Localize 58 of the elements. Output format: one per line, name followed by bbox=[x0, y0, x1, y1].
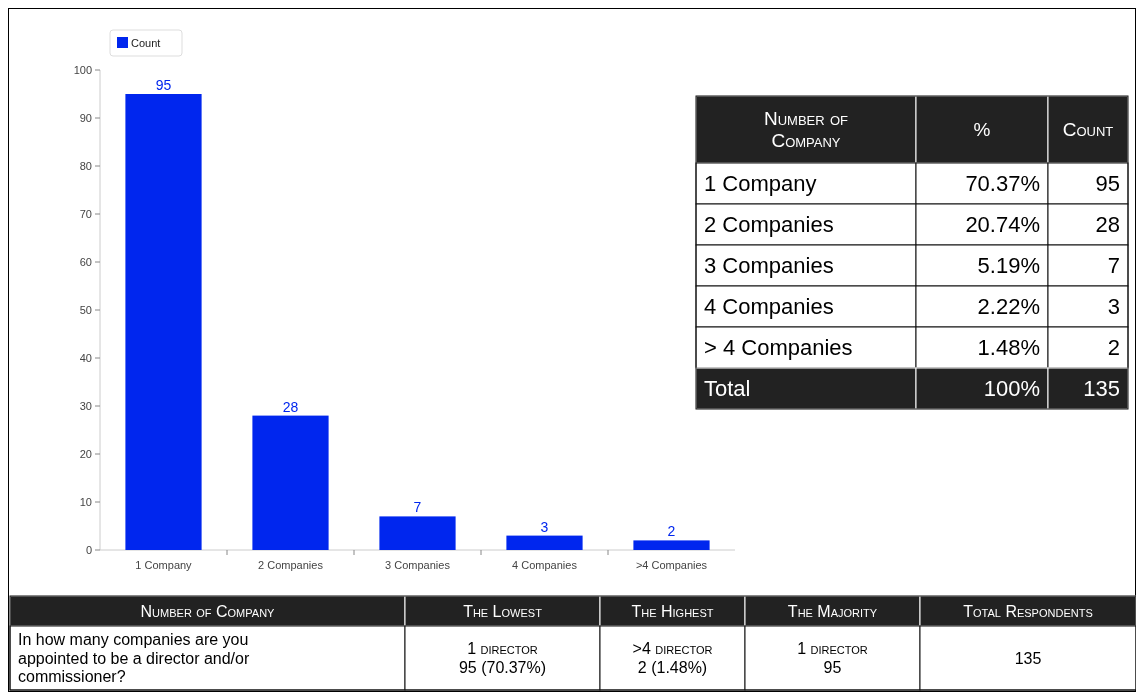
data-label: 7 bbox=[413, 499, 422, 516]
bar bbox=[252, 415, 329, 550]
text: 7 bbox=[1107, 253, 1120, 279]
text: The Highest bbox=[631, 602, 714, 620]
text: 2 bbox=[1107, 335, 1120, 361]
text: Number of Company bbox=[764, 108, 849, 152]
annotation: Total bbox=[704, 376, 751, 402]
x-tick-label: 2 Companies bbox=[258, 559, 324, 571]
data-label: 95 bbox=[155, 77, 172, 93]
annotation: 1 Company bbox=[704, 171, 817, 197]
annotation: 2 Companies bbox=[704, 212, 834, 238]
text: >4 director 2 (1.48%) bbox=[632, 640, 713, 676]
text: 1 director 95 bbox=[797, 640, 868, 676]
text: The Lowest bbox=[463, 602, 543, 620]
text: % bbox=[973, 119, 991, 141]
text: Count bbox=[1062, 119, 1114, 141]
y-tick-label: 90 bbox=[79, 111, 92, 124]
x-tick-label: 1 Company bbox=[135, 559, 193, 571]
text: 1 director 95 (70.37%) bbox=[458, 640, 547, 676]
x-tick-label: 4 Companies bbox=[512, 559, 578, 571]
annotation: 4 Companies bbox=[704, 294, 834, 320]
data-label: 3 bbox=[540, 518, 549, 535]
text: 2.22% bbox=[977, 294, 1040, 320]
y-tick-label: 50 bbox=[79, 303, 92, 316]
text: 100% bbox=[983, 376, 1040, 402]
text: 135 bbox=[1083, 376, 1120, 402]
text: 20.74% bbox=[965, 212, 1040, 238]
y-tick-label: 0 bbox=[85, 543, 92, 556]
data-label: 28 bbox=[282, 398, 299, 415]
legend-label: Count bbox=[131, 36, 161, 49]
y-tick-label: 20 bbox=[79, 447, 92, 460]
text: Number of Company bbox=[140, 602, 276, 620]
text: 135 bbox=[1014, 649, 1042, 667]
y-tick-label: 70 bbox=[79, 207, 92, 220]
x-tick-label: 3 Companies bbox=[385, 559, 451, 571]
text: The Majority bbox=[787, 602, 878, 620]
y-tick-label: 60 bbox=[79, 255, 92, 268]
text: 1.48% bbox=[977, 335, 1040, 361]
data-label: 2 bbox=[667, 523, 676, 540]
annotation: > 4 Companies bbox=[704, 335, 853, 361]
bar bbox=[379, 516, 456, 550]
text: 28 bbox=[1095, 212, 1120, 238]
bar bbox=[633, 540, 710, 550]
y-tick-label: 30 bbox=[79, 399, 92, 412]
bar bbox=[125, 94, 202, 550]
x-tick-label: >4 Companies bbox=[635, 559, 708, 571]
text: 95 bbox=[1095, 171, 1120, 197]
y-tick-label: 40 bbox=[79, 351, 92, 364]
y-tick-label: 80 bbox=[79, 159, 92, 172]
bar bbox=[506, 535, 583, 550]
text: 3 bbox=[1107, 294, 1120, 320]
text: In how many companies are you appointed to be a director and/or commissioner? bbox=[18, 631, 250, 685]
text: 5.19% bbox=[977, 253, 1040, 279]
y-tick-label: 10 bbox=[79, 495, 92, 508]
y-tick-label: 100 bbox=[73, 63, 92, 76]
text: Total Respondents bbox=[963, 602, 1093, 620]
text: 70.37% bbox=[965, 171, 1040, 197]
annotation: 3 Companies bbox=[704, 253, 834, 279]
